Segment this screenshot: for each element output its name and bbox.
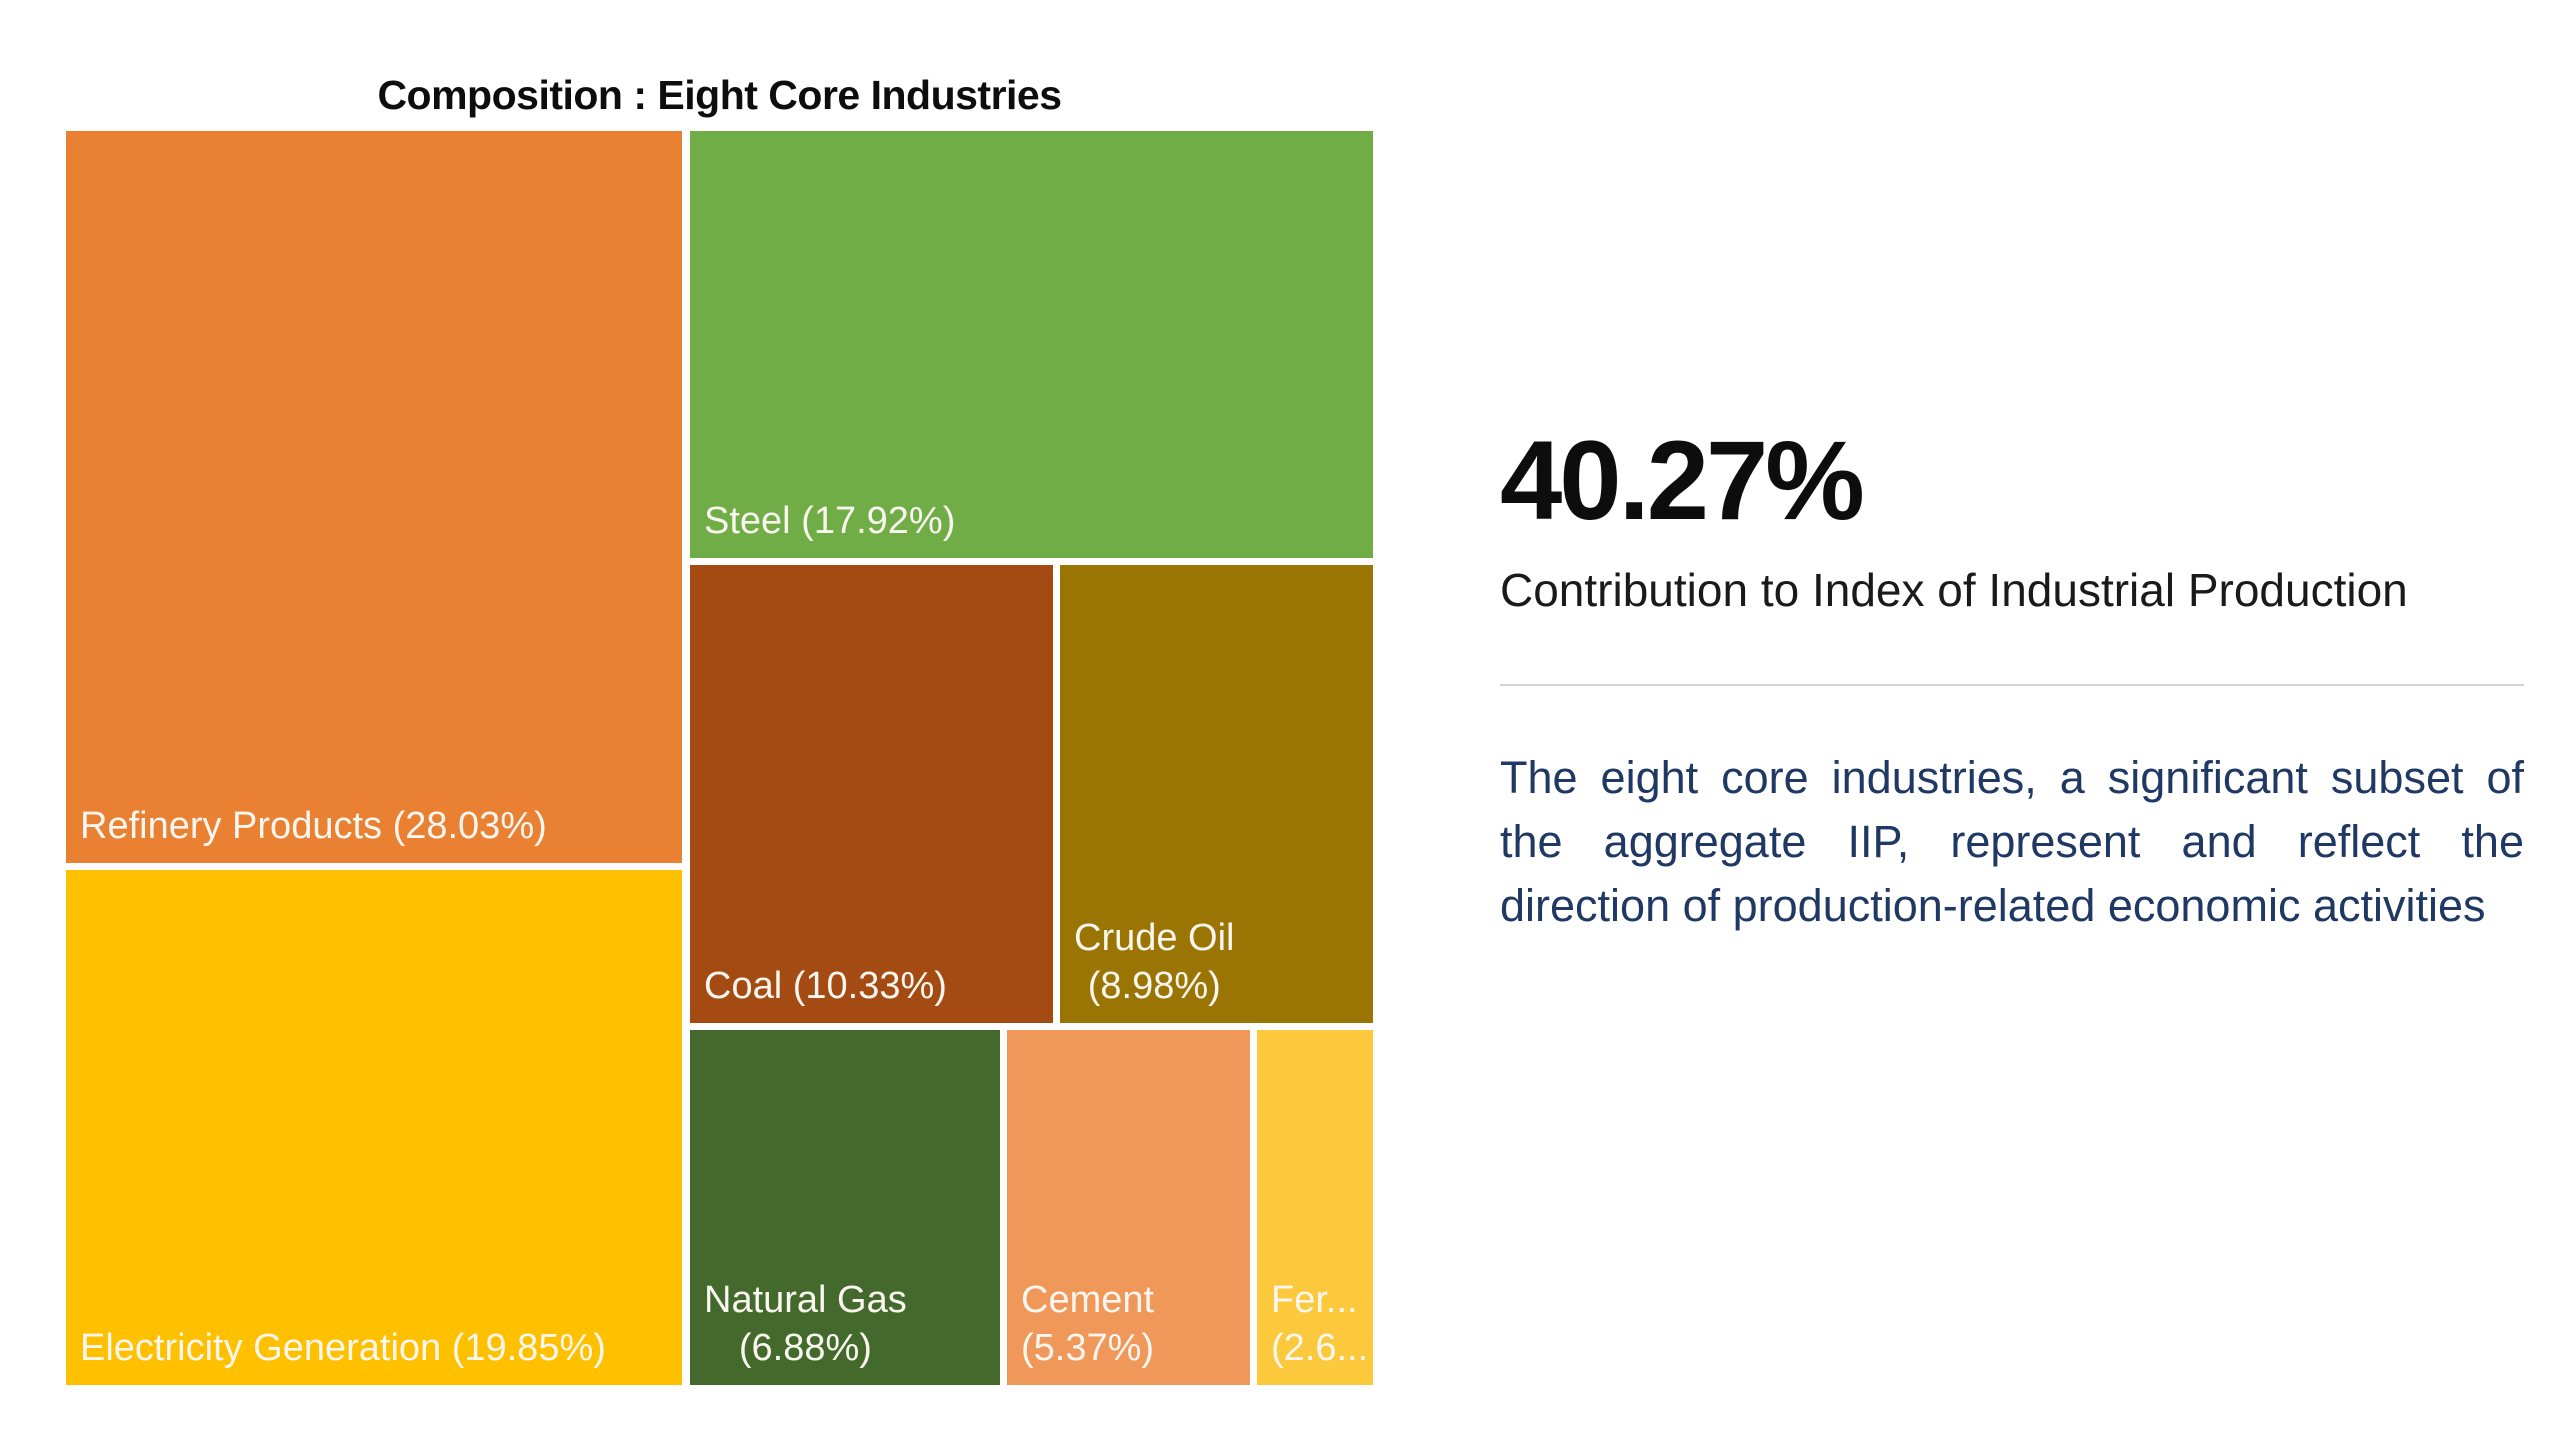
info-panel: 40.27% Contribution to Index of Industri…: [1500, 425, 2524, 938]
treemap-cell-steel[interactable]: Steel (17.92%): [690, 131, 1373, 558]
treemap-cell-electricity-generation[interactable]: Electricity Generation (19.85%): [66, 870, 682, 1385]
treemap-title: Composition : Eight Core Industries: [377, 72, 1062, 118]
cell-label: Natural Gas (6.88%): [704, 1278, 907, 1370]
treemap-cell-crude-oil[interactable]: Crude Oil (8.98%): [1060, 565, 1373, 1023]
treemap-cell-refinery-products[interactable]: Refinery Products (28.03%): [66, 131, 682, 863]
cell-label: Crude Oil (8.98%): [1074, 916, 1235, 1008]
treemap-cell-fertilizers[interactable]: Fer... (2.6...: [1257, 1030, 1373, 1385]
cell-label: Electricity Generation (19.85%): [80, 1327, 606, 1370]
cell-label: Steel (17.92%): [704, 500, 956, 543]
description-text: The eight core industries, a significant…: [1500, 752, 2524, 932]
treemap-cell-cement[interactable]: Cement (5.37%): [1007, 1030, 1250, 1385]
cell-label: Fer... (2.6...: [1271, 1278, 1369, 1370]
treemap-cell-natural-gas[interactable]: Natural Gas (6.88%): [690, 1030, 1000, 1385]
cell-label: Coal (10.33%): [704, 965, 947, 1008]
cell-label: Cement (5.37%): [1021, 1278, 1155, 1370]
headline-caption: Contribution to Index of Industrial Prod…: [1500, 564, 2408, 616]
cell-label: Refinery Products (28.03%): [80, 805, 547, 848]
treemap-cell-coal[interactable]: Coal (10.33%): [690, 565, 1053, 1023]
divider-line: [1500, 684, 2524, 687]
headline-value: 40.27%: [1500, 418, 1865, 543]
